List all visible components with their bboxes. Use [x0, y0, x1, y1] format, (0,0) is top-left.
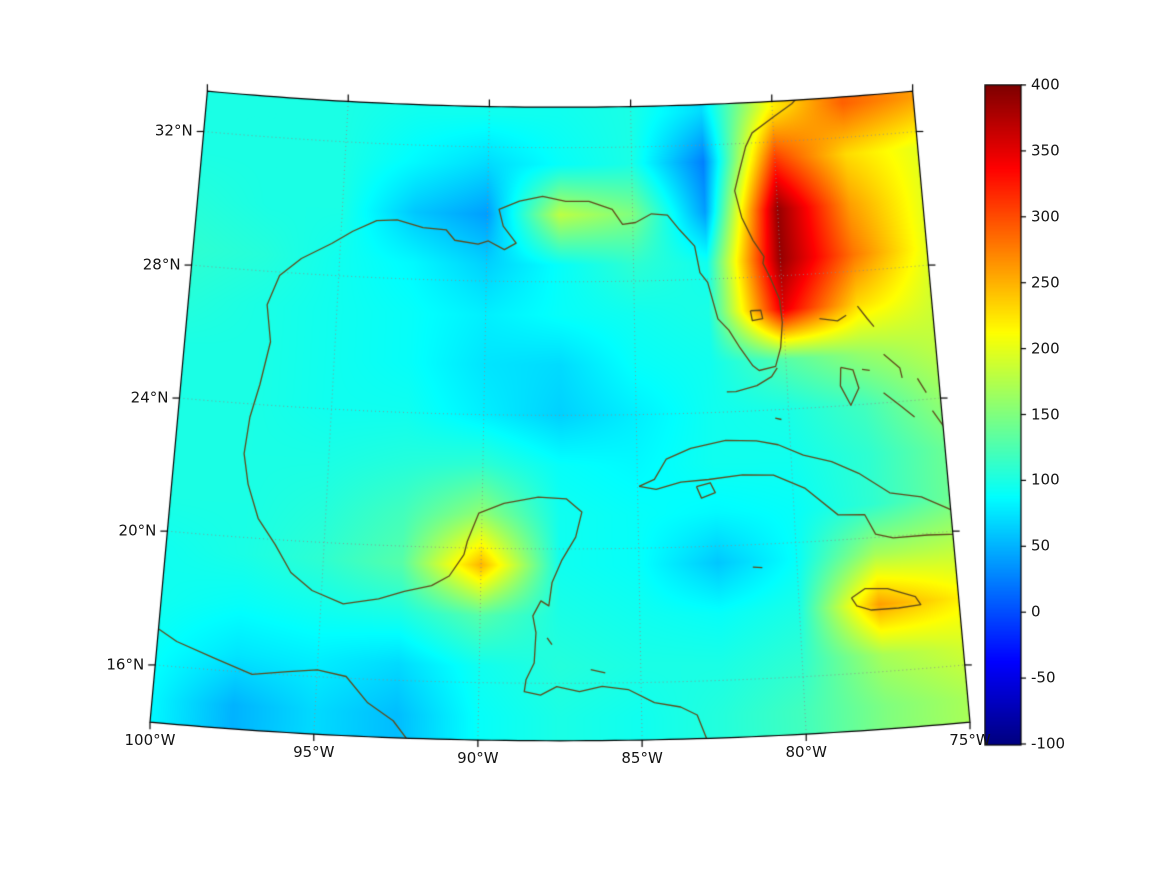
x-axis-tick-label: 85°W	[621, 749, 663, 768]
colorbar-tick-label: 150	[1031, 405, 1060, 423]
x-axis-tick-label: 100°W	[124, 731, 176, 750]
x-axis-tick-label: 90°W	[457, 749, 499, 768]
y-axis-tick-label: 28°N	[142, 255, 181, 274]
colorbar-tick-label: 100	[1031, 470, 1060, 489]
colorbar-tick-label: 400	[1031, 75, 1060, 94]
colorbar-tick-label: 0	[1031, 602, 1041, 621]
colorbar-tick-label: 350	[1031, 141, 1060, 160]
y-axis-tick-label: 32°N	[154, 121, 193, 140]
colorbar-tick-label: 50	[1031, 536, 1051, 555]
colorbar-tick-label: -100	[1031, 734, 1066, 753]
colorbar-tick-label: 200	[1031, 339, 1060, 358]
y-axis-tick-label: 20°N	[118, 521, 157, 540]
colorbar	[984, 84, 1034, 748]
colorbar-tick-label: -50	[1031, 668, 1056, 687]
x-axis-tick-label: 95°W	[293, 743, 335, 762]
colorbar-tick-label: 250	[1031, 273, 1060, 292]
x-axis-tick-label: 80°W	[785, 743, 827, 762]
y-axis-tick-label: 24°N	[130, 388, 169, 407]
x-axis-tick-label: 75°W	[949, 731, 991, 750]
y-axis-tick-label: 16°N	[106, 655, 145, 674]
colorbar-tick-label: 300	[1031, 207, 1060, 226]
